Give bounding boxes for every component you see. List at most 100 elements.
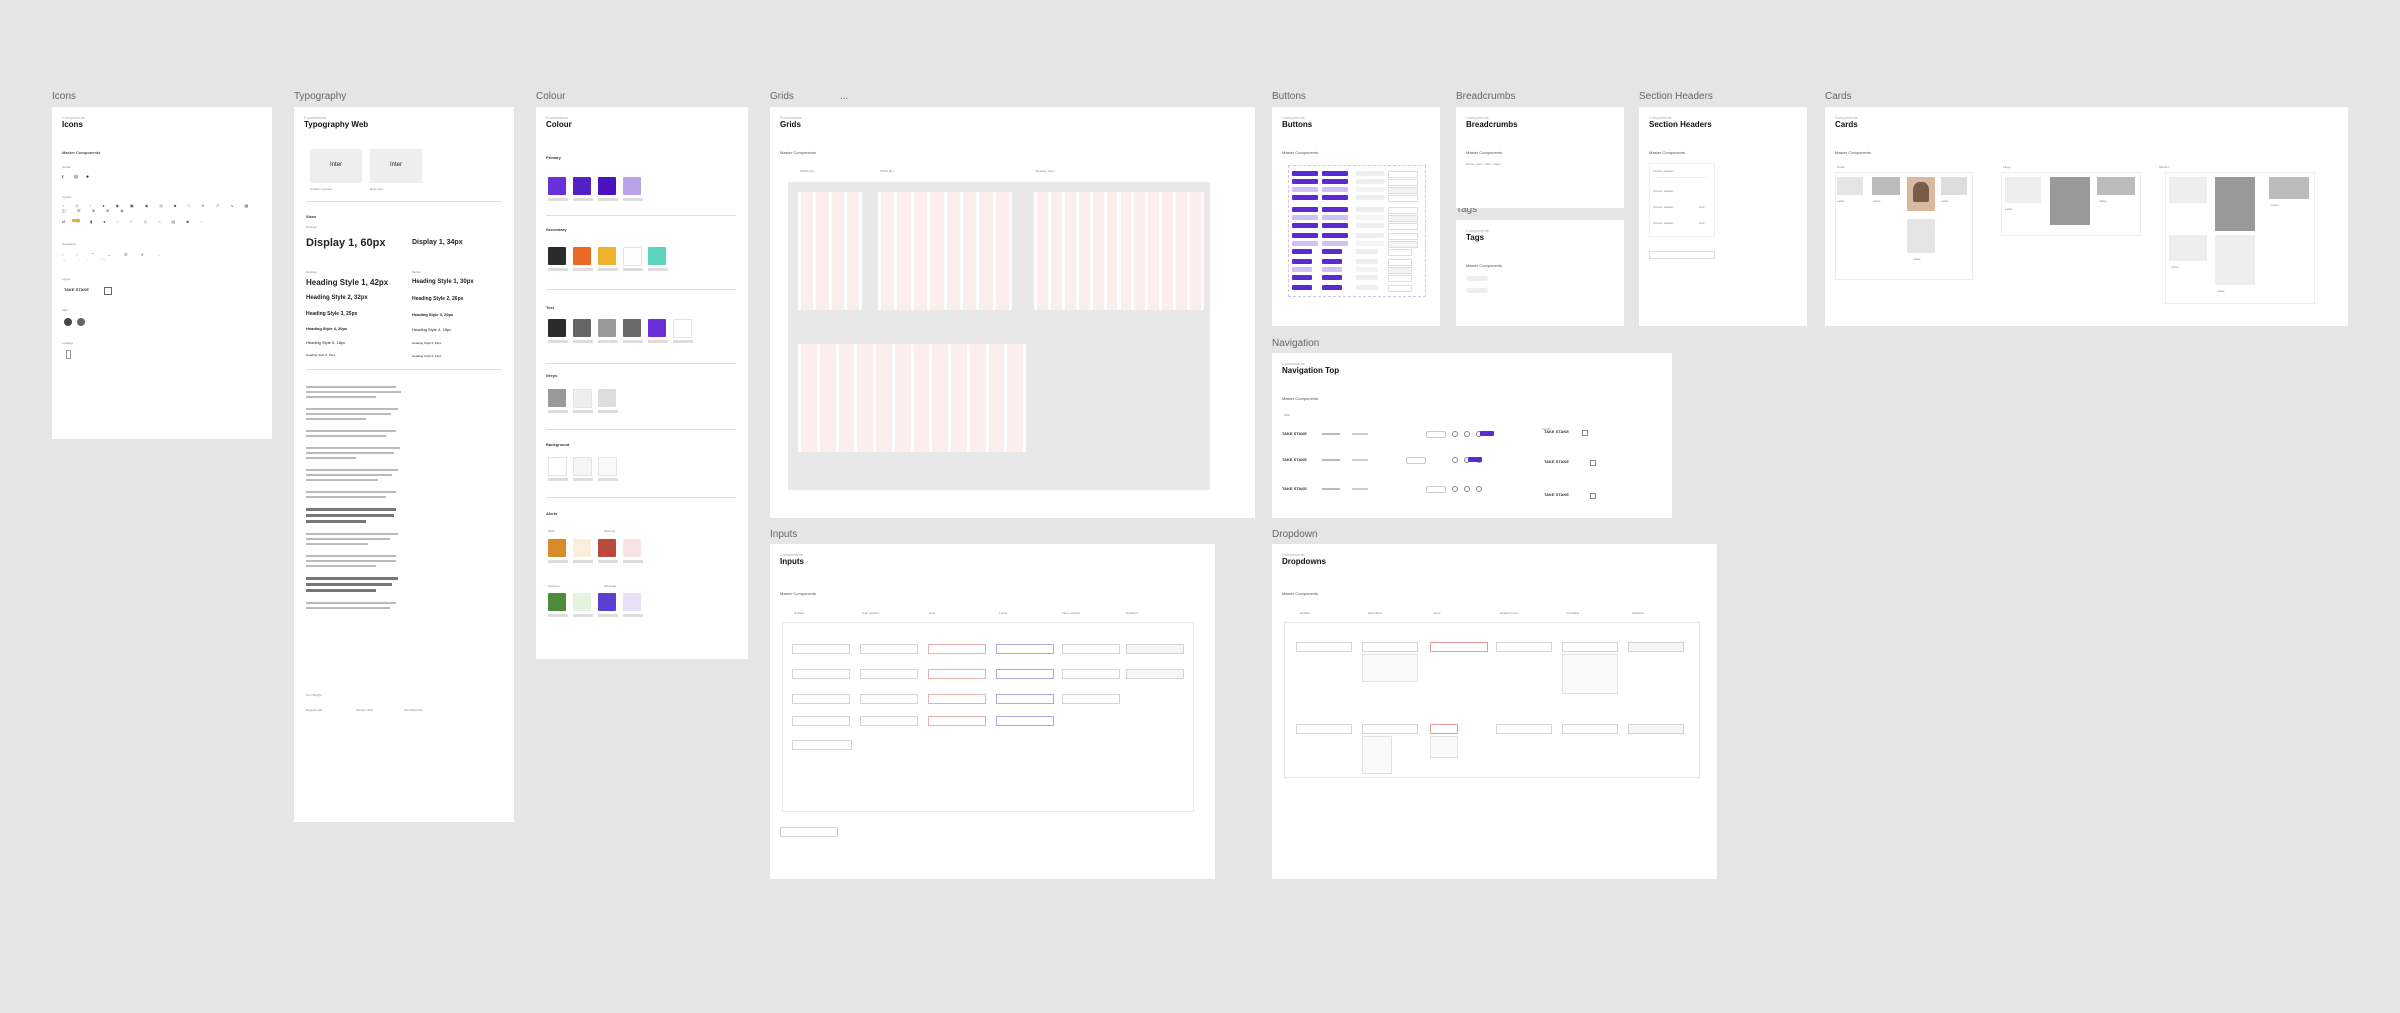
secondary-swatch[interactable] bbox=[598, 247, 616, 265]
sample-button[interactable] bbox=[1322, 267, 1342, 272]
menu-icon[interactable] bbox=[1590, 460, 1596, 466]
nav-logo[interactable]: TAKE STAKE bbox=[1282, 457, 1307, 462]
sample-button[interactable] bbox=[1356, 259, 1378, 264]
text-input[interactable] bbox=[996, 644, 1054, 654]
alert-swatch[interactable] bbox=[598, 539, 616, 557]
sample-button[interactable] bbox=[1388, 179, 1418, 186]
sample-button[interactable] bbox=[1292, 249, 1312, 254]
dropdown-select-small[interactable] bbox=[1562, 724, 1618, 734]
menu-icon[interactable] bbox=[1590, 493, 1596, 499]
sample-button[interactable] bbox=[1388, 223, 1418, 230]
dropdown-menu[interactable] bbox=[1362, 654, 1418, 682]
text-input[interactable] bbox=[928, 669, 986, 679]
text-input[interactable] bbox=[996, 669, 1054, 679]
dropdown-menu[interactable] bbox=[1362, 736, 1392, 774]
background-swatch[interactable] bbox=[548, 457, 567, 476]
alert-swatch[interactable] bbox=[598, 593, 616, 611]
tag-default[interactable] bbox=[1466, 276, 1488, 281]
sample-button[interactable] bbox=[1356, 207, 1384, 212]
sample-button[interactable] bbox=[1356, 223, 1384, 228]
sample-button[interactable] bbox=[1356, 195, 1384, 200]
nav-cta-button[interactable] bbox=[1480, 431, 1494, 436]
text-swatch[interactable] bbox=[673, 319, 692, 338]
sample-button[interactable] bbox=[1388, 241, 1418, 248]
dropdown-select[interactable] bbox=[1296, 642, 1352, 652]
sample-button[interactable] bbox=[1292, 207, 1318, 212]
sample-button[interactable] bbox=[1322, 171, 1348, 176]
sample-button[interactable] bbox=[1292, 285, 1312, 290]
sample-button[interactable] bbox=[1388, 249, 1412, 256]
dropdown-menu[interactable] bbox=[1430, 736, 1458, 758]
buttons-frame[interactable]: Components Buttons Master Components bbox=[1272, 107, 1440, 326]
text-input[interactable] bbox=[792, 716, 850, 726]
nav-action-icon[interactable] bbox=[1452, 457, 1458, 463]
dropdown-select-small[interactable] bbox=[1496, 724, 1552, 734]
nav-logo[interactable]: TAKE STAKE bbox=[1282, 486, 1307, 491]
dropdown-select-small[interactable] bbox=[1430, 724, 1458, 734]
sample-button[interactable] bbox=[1388, 171, 1418, 178]
alert-swatch[interactable] bbox=[548, 593, 566, 611]
sample-button[interactable] bbox=[1322, 179, 1348, 184]
sample-button[interactable] bbox=[1292, 241, 1318, 246]
alert-swatch[interactable] bbox=[573, 593, 591, 611]
text-swatch[interactable] bbox=[548, 319, 566, 337]
alert-swatch[interactable] bbox=[623, 593, 641, 611]
sample-button[interactable] bbox=[1292, 187, 1318, 192]
nav-link[interactable] bbox=[1322, 433, 1340, 435]
sample-button[interactable] bbox=[1322, 233, 1348, 238]
sample-button[interactable] bbox=[1388, 215, 1418, 222]
dropdown-select[interactable] bbox=[1362, 642, 1418, 652]
navigation-frame[interactable]: Components Navigation Top Master Compone… bbox=[1272, 353, 1672, 518]
sample-button[interactable] bbox=[1322, 285, 1342, 290]
text-input[interactable] bbox=[928, 694, 986, 704]
alert-swatch[interactable] bbox=[623, 539, 641, 557]
sample-button[interactable] bbox=[1292, 259, 1312, 264]
nav-logo[interactable]: TAKE STAKE bbox=[1282, 431, 1307, 436]
colour-frame[interactable]: Foundations Colour Primary Secondary Tex… bbox=[536, 107, 748, 659]
alert-swatch[interactable] bbox=[573, 539, 591, 557]
secondary-swatch[interactable] bbox=[623, 247, 642, 266]
sample-button[interactable] bbox=[1388, 207, 1418, 214]
sample-button[interactable] bbox=[1292, 223, 1318, 228]
grey-swatch[interactable] bbox=[548, 389, 566, 407]
text-input[interactable] bbox=[996, 716, 1054, 726]
primary-swatch[interactable] bbox=[623, 177, 641, 195]
dropdown-select-small[interactable] bbox=[1362, 724, 1418, 734]
text-input[interactable] bbox=[928, 716, 986, 726]
nav-link[interactable] bbox=[1352, 433, 1368, 435]
background-swatch[interactable] bbox=[598, 457, 617, 476]
sample-button[interactable] bbox=[1322, 215, 1348, 220]
text-input[interactable] bbox=[860, 716, 918, 726]
text-input[interactable] bbox=[792, 740, 852, 750]
text-swatch[interactable] bbox=[623, 319, 641, 337]
sample-button[interactable] bbox=[1292, 195, 1318, 200]
sample-button[interactable] bbox=[1292, 179, 1318, 184]
sample-button[interactable] bbox=[1322, 241, 1348, 246]
text-input[interactable] bbox=[928, 644, 986, 654]
tag-selected[interactable] bbox=[1466, 288, 1488, 293]
sample-button[interactable] bbox=[1322, 275, 1342, 280]
grey-swatch[interactable] bbox=[598, 389, 616, 407]
text-input[interactable] bbox=[792, 644, 850, 654]
sample-button[interactable] bbox=[1322, 249, 1342, 254]
sample-button[interactable] bbox=[1388, 259, 1412, 266]
text-swatch[interactable] bbox=[648, 319, 666, 337]
standalone-input[interactable] bbox=[780, 827, 838, 837]
dropdown-select[interactable] bbox=[1628, 642, 1684, 652]
text-swatch[interactable] bbox=[598, 319, 616, 337]
nav-action-icon[interactable] bbox=[1476, 486, 1482, 492]
primary-swatch[interactable] bbox=[573, 177, 591, 195]
tags-frame[interactable]: Components Tags Master Components bbox=[1456, 220, 1624, 326]
sample-button[interactable] bbox=[1292, 267, 1312, 272]
text-input[interactable] bbox=[792, 694, 850, 704]
text-input[interactable] bbox=[1062, 694, 1120, 704]
typography-frame[interactable]: Foundations Typography Web Inter Inter H… bbox=[294, 107, 514, 822]
dropdown-select[interactable] bbox=[1430, 642, 1488, 652]
nav-action-icon[interactable] bbox=[1452, 486, 1458, 492]
sample-button[interactable] bbox=[1356, 171, 1384, 176]
sample-button[interactable] bbox=[1322, 195, 1348, 200]
sample-button[interactable] bbox=[1292, 215, 1318, 220]
background-swatch[interactable] bbox=[573, 457, 592, 476]
primary-swatch[interactable] bbox=[598, 177, 616, 195]
sample-button[interactable] bbox=[1356, 187, 1384, 192]
